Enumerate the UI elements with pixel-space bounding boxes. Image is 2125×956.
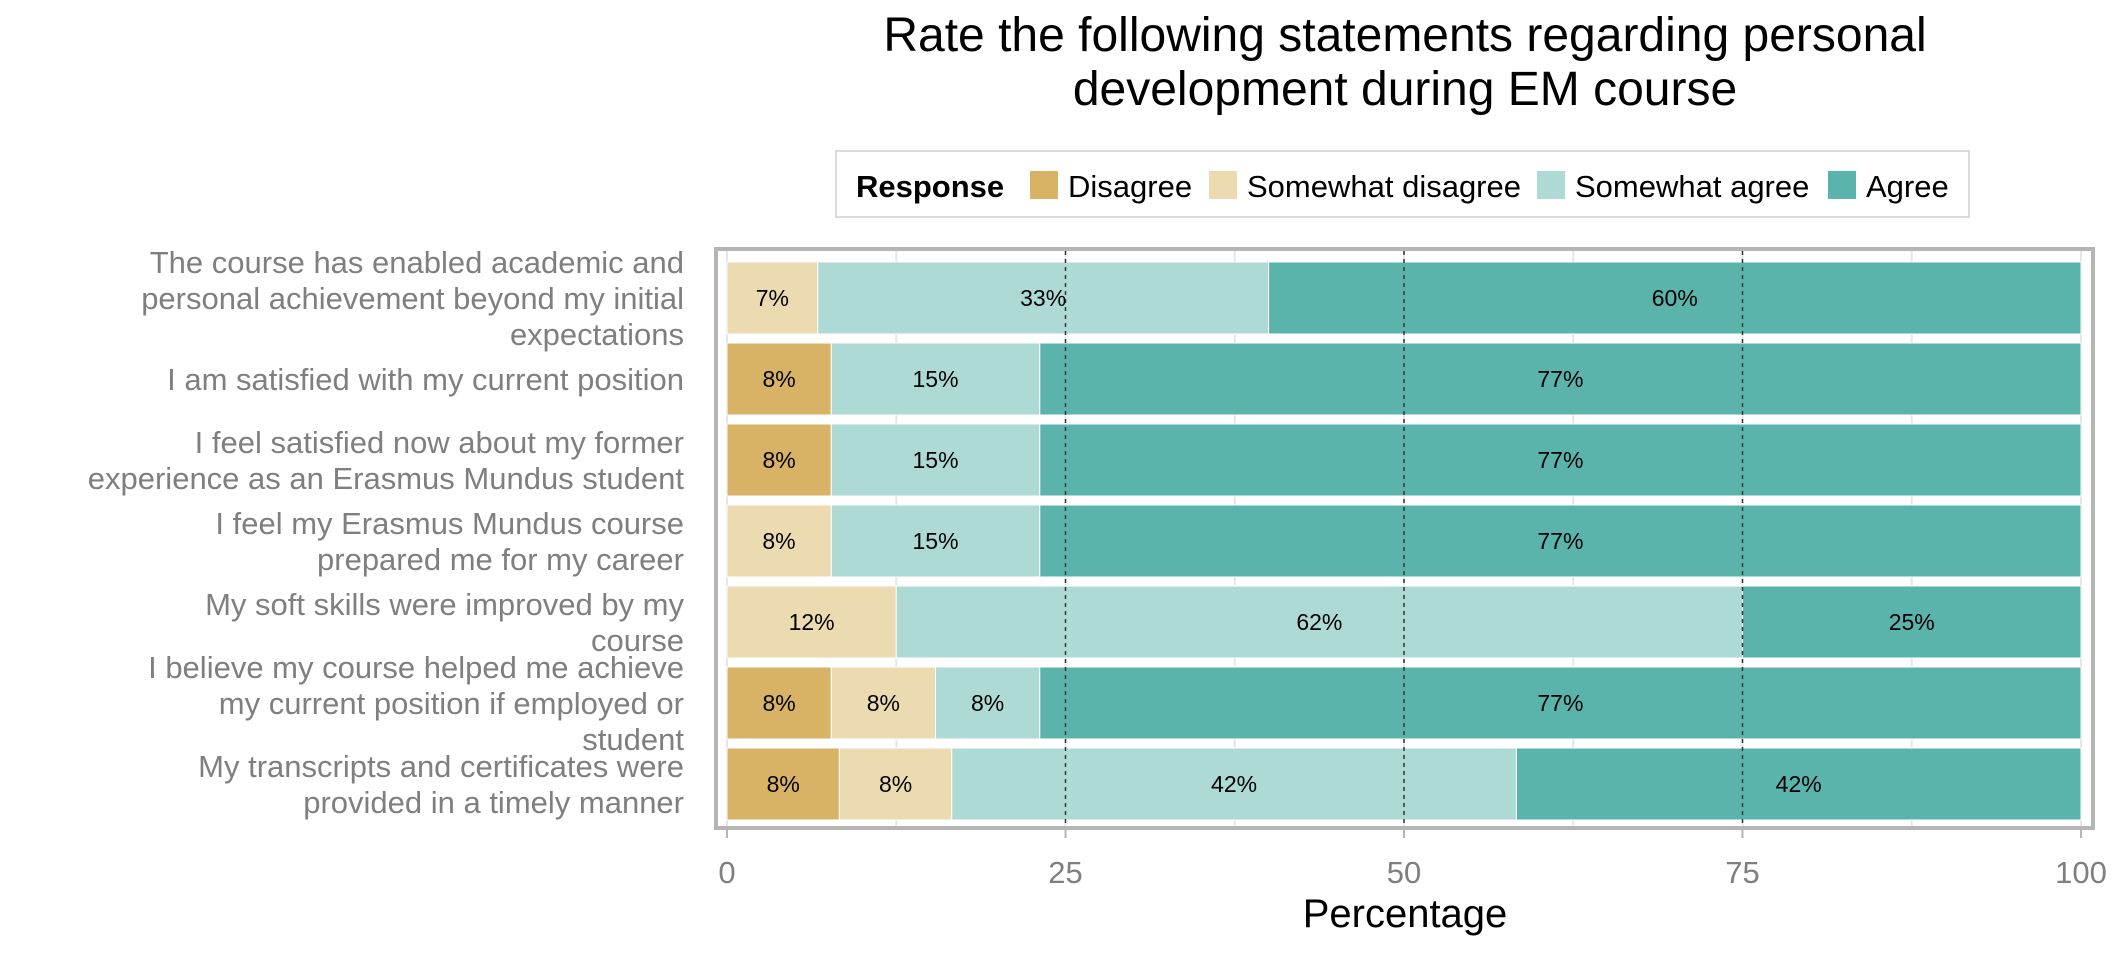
plot-border bbox=[714, 247, 2095, 830]
category-label: I believe my course helped me achieve bbox=[148, 650, 684, 685]
category-label: personal achievement beyond my initial bbox=[141, 281, 684, 316]
legend-swatch bbox=[1537, 171, 1565, 199]
bar-segment bbox=[830, 666, 937, 740]
chart-title-line-1: Rate the following statements regarding … bbox=[883, 9, 1926, 62]
category-label: expectations bbox=[510, 317, 684, 352]
category-label: I feel satisfied now about my former bbox=[195, 425, 684, 460]
data-label: 8% bbox=[879, 771, 912, 797]
category-label: experience as an Erasmus Mundus student bbox=[88, 461, 685, 496]
data-label: 60% bbox=[1652, 285, 1698, 311]
x-tick-label: 75 bbox=[1725, 855, 1759, 890]
data-label: 77% bbox=[1537, 528, 1583, 554]
bar-segment bbox=[895, 585, 1743, 659]
bar-segment bbox=[830, 342, 1041, 416]
x-tick-label: 0 bbox=[718, 855, 735, 890]
category-labels: The course has enabled academic andperso… bbox=[88, 245, 685, 820]
category-label: My transcripts and certificates were bbox=[198, 749, 684, 784]
category-label: course bbox=[591, 623, 684, 658]
category-label: My soft skills were improved by my bbox=[205, 587, 684, 622]
bar-segment bbox=[726, 423, 832, 497]
data-label: 8% bbox=[763, 690, 796, 716]
bar-segment bbox=[726, 261, 819, 335]
legend-label: Somewhat agree bbox=[1575, 169, 1809, 204]
bar-segment bbox=[1039, 666, 2082, 740]
bar-segment bbox=[1039, 504, 2082, 578]
bar-segment bbox=[838, 747, 953, 821]
legend-label: Disagree bbox=[1068, 169, 1192, 204]
x-tick-label: 50 bbox=[1387, 855, 1421, 890]
bar-segment bbox=[1039, 342, 2082, 416]
data-label: 7% bbox=[756, 285, 789, 311]
bars bbox=[726, 261, 2082, 821]
bar-segment bbox=[1039, 423, 2082, 497]
bar-segment bbox=[726, 585, 897, 659]
data-label: 8% bbox=[767, 771, 800, 797]
data-label: 25% bbox=[1889, 609, 1935, 635]
x-axis-title: Percentage bbox=[1303, 892, 1508, 936]
data-label: 8% bbox=[867, 690, 900, 716]
bar-segment bbox=[830, 504, 1041, 578]
data-label: 15% bbox=[912, 528, 958, 554]
data-label: 8% bbox=[763, 366, 796, 392]
data-label: 33% bbox=[1020, 285, 1066, 311]
data-label: 77% bbox=[1537, 366, 1583, 392]
legend-label: Somewhat disagree bbox=[1247, 169, 1521, 204]
bar-segment bbox=[1742, 585, 2082, 659]
data-label: 8% bbox=[763, 447, 796, 473]
data-labels: 7% 33% 60% 8% 15% 77% 8% 15% 77% 8% 15% 77% 12% 62% 25… bbox=[756, 285, 1935, 797]
legend-swatch bbox=[1209, 171, 1237, 199]
bar-segment bbox=[726, 342, 832, 416]
chart-title: Rate the following statements regarding … bbox=[883, 9, 1926, 116]
category-label: my current position if employed or bbox=[219, 686, 684, 721]
data-label: 8% bbox=[971, 690, 1004, 716]
data-label: 42% bbox=[1211, 771, 1257, 797]
bar-segment bbox=[726, 747, 840, 821]
data-label: 8% bbox=[762, 528, 795, 554]
category-label: prepared me for my career bbox=[317, 542, 684, 577]
category-label: provided in a timely manner bbox=[303, 785, 684, 820]
data-label: 12% bbox=[789, 609, 835, 635]
bar-segment bbox=[726, 504, 832, 578]
bar-segment bbox=[817, 261, 1270, 335]
x-tick-label: 100 bbox=[2055, 855, 2107, 890]
legend-label: Agree bbox=[1866, 169, 1949, 204]
category-label: I am satisfied with my current position bbox=[167, 362, 684, 397]
legend-swatch bbox=[1030, 171, 1058, 199]
bar-segment bbox=[726, 666, 832, 740]
category-label: The course has enabled academic and bbox=[150, 245, 684, 280]
x-axis-ticks: 0 25 50 75 100 bbox=[718, 830, 2107, 890]
data-label: 77% bbox=[1537, 690, 1583, 716]
legend-box bbox=[835, 150, 1970, 218]
category-label: I feel my Erasmus Mundus course bbox=[215, 506, 684, 541]
chart-title-line-2: development during EM course bbox=[1073, 63, 1737, 116]
category-label: student bbox=[582, 722, 684, 757]
plot-area: 7% 33% 60% 8% 15% 77% 8% 15% 77% 8% 15% 77% 12% 62% 25… bbox=[714, 247, 2095, 830]
bar-segment bbox=[1515, 747, 2082, 821]
data-label: 15% bbox=[912, 366, 958, 392]
data-label: 15% bbox=[912, 447, 958, 473]
bar-segment bbox=[830, 423, 1041, 497]
bar-segment bbox=[1268, 261, 2082, 335]
legend-items: Disagree Somewhat disagree Somewhat agree A… bbox=[1030, 169, 1949, 204]
legend-swatch bbox=[1828, 171, 1856, 199]
legend: Response Disagree Somewhat disagree Somewh… bbox=[835, 150, 1970, 218]
x-tick-label: 25 bbox=[1048, 855, 1082, 890]
data-label: 62% bbox=[1296, 609, 1342, 635]
bar-segment bbox=[951, 747, 1517, 821]
legend-title: Response bbox=[856, 169, 1004, 204]
bar-segment bbox=[935, 666, 1041, 740]
data-label: 77% bbox=[1537, 447, 1583, 473]
data-label: 42% bbox=[1776, 771, 1822, 797]
